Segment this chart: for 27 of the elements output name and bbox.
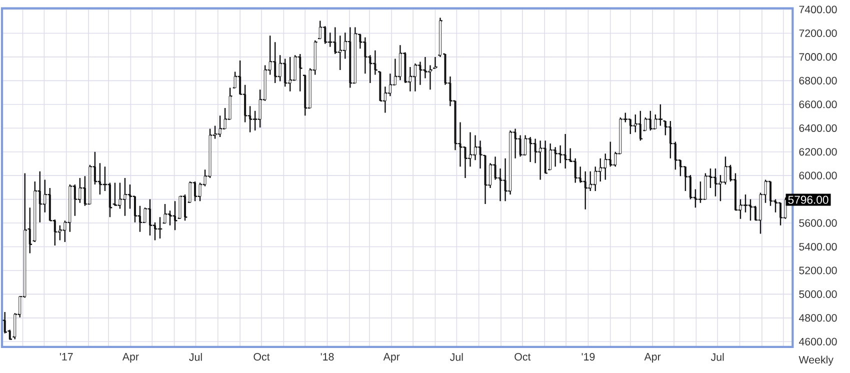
y-tick-label: 5200.00 <box>799 266 837 274</box>
annotation: 5796.00 <box>788 196 828 204</box>
y-tick-label: 7400.00 <box>799 6 837 14</box>
text: Weekly <box>798 356 834 366</box>
y-tick-label: 7200.00 <box>799 29 837 38</box>
y-tick-label: 7000.00 <box>799 53 837 61</box>
y-tick-label: 6200.00 <box>799 148 837 156</box>
x-tick-label: '17 <box>60 353 73 360</box>
x-tick-label: Apr <box>644 353 661 363</box>
x-tick-label: '18 <box>320 353 334 361</box>
y-tick-label: 6800.00 <box>799 76 837 84</box>
y-tick-label: 4600.00 <box>798 338 837 346</box>
x-tick-label: Jul <box>710 353 724 361</box>
y-tick-label: 6400.00 <box>799 124 837 132</box>
y-tick-label: 4800.00 <box>798 314 837 322</box>
x-tick-label: Apr <box>383 353 400 363</box>
y-tick-label: 5400.00 <box>799 242 837 251</box>
x-tick-label: Jul <box>450 353 463 361</box>
x-tick-label: Apr <box>122 353 139 363</box>
x-tick-label: Oct <box>514 353 531 361</box>
x-tick-label: '19 <box>582 353 595 361</box>
y-tick-label: 6600.00 <box>799 100 837 108</box>
y-tick-label: 6000.00 <box>799 172 837 180</box>
x-tick-label: Jul <box>189 353 202 361</box>
y-tick-label: 5000.00 <box>799 290 837 298</box>
x-tick-label: Oct <box>254 353 270 361</box>
y-tick-label: 5600.00 <box>799 219 837 227</box>
